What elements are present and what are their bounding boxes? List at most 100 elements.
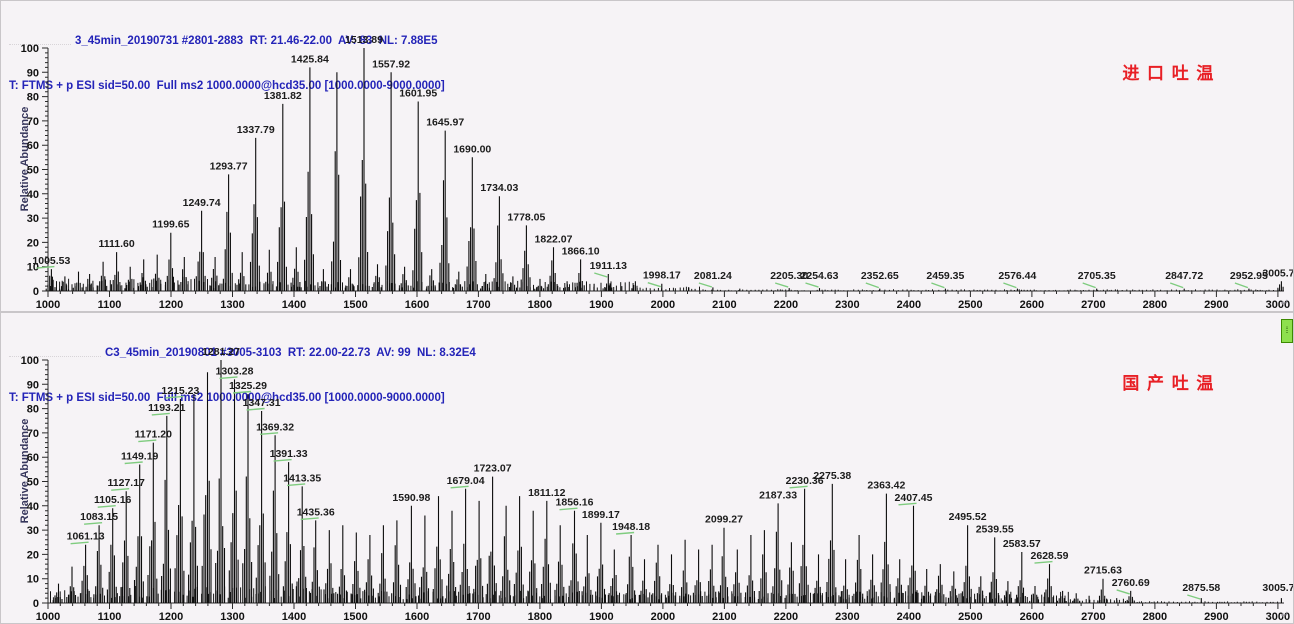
svg-text:2400: 2400 <box>897 299 921 311</box>
svg-text:1100: 1100 <box>98 611 122 623</box>
spectrum-plot-domestic[interactable]: 1000 1100 1200 1300 1400 1500 1600 1700 1800 1900… <box>1 313 1293 623</box>
svg-text:80: 80 <box>27 404 39 416</box>
svg-text:1734.03: 1734.03 <box>480 182 518 194</box>
svg-text:0: 0 <box>33 286 39 298</box>
svg-text:1948.18: 1948.18 <box>612 521 650 533</box>
svg-text:1337.79: 1337.79 <box>237 124 275 136</box>
svg-text:2081.24: 2081.24 <box>694 270 732 282</box>
scan-header-line2: T: FTMS + p ESI sid=50.00 Full ms2 1000.… <box>9 392 445 404</box>
spectrum-panel-imported: 3_45min_20190731 #2801-2883 RT: 21.46-22… <box>0 0 1294 312</box>
svg-text:1600: 1600 <box>405 611 429 623</box>
svg-text:1193.21: 1193.21 <box>148 402 186 414</box>
svg-text:1800: 1800 <box>528 611 552 623</box>
svg-text:2407.45: 2407.45 <box>895 492 933 504</box>
svg-text:1500: 1500 <box>343 611 367 623</box>
svg-text:1900: 1900 <box>589 611 613 623</box>
svg-text:1249.74: 1249.74 <box>183 197 221 209</box>
svg-text:20: 20 <box>27 549 39 561</box>
svg-text:10: 10 <box>27 574 39 586</box>
svg-text:2715.63: 2715.63 <box>1084 565 1122 577</box>
svg-text:2000: 2000 <box>651 299 675 311</box>
svg-text:40: 40 <box>27 501 39 513</box>
svg-text:2459.35: 2459.35 <box>926 270 964 282</box>
svg-text:1900: 1900 <box>589 299 613 311</box>
svg-text:1822.07: 1822.07 <box>535 233 573 245</box>
svg-text:2700: 2700 <box>1081 299 1105 311</box>
svg-text:1105.16: 1105.16 <box>94 494 132 506</box>
svg-text:2952.95: 2952.95 <box>1230 270 1268 282</box>
svg-text:1325.29: 1325.29 <box>229 380 267 392</box>
svg-text:2100: 2100 <box>712 611 736 623</box>
scan-header-line1: 3_45min_20190731 #2801-2883 RT: 21.46-22… <box>9 34 445 49</box>
svg-text:90: 90 <box>27 379 39 391</box>
svg-text:60: 60 <box>27 452 39 464</box>
svg-text:1293.77: 1293.77 <box>210 160 248 172</box>
svg-text:2500: 2500 <box>958 611 982 623</box>
svg-text:2600: 2600 <box>1020 611 1044 623</box>
svg-text:2352.65: 2352.65 <box>861 270 899 282</box>
svg-text:2583.57: 2583.57 <box>1003 538 1041 550</box>
svg-text:2576.44: 2576.44 <box>998 270 1036 282</box>
svg-text:1679.04: 1679.04 <box>447 475 485 487</box>
svg-text:2600: 2600 <box>1020 299 1044 311</box>
svg-text:1800: 1800 <box>528 299 552 311</box>
mass-peaks <box>45 48 1284 291</box>
peak-labels: 1061.13 1083.15 1105.16 1127.17 1149.19 1171.… <box>67 346 1293 594</box>
scan-header: 3_45min_20190731 #2801-2883 RT: 21.46-22… <box>9 4 445 124</box>
svg-text:30: 30 <box>27 213 39 225</box>
svg-text:1400: 1400 <box>282 299 306 311</box>
annotation-imported-tween: 进口吐温 <box>1122 64 1221 83</box>
svg-text:1645.97: 1645.97 <box>426 117 464 129</box>
svg-text:2628.59: 2628.59 <box>1031 550 1069 562</box>
svg-text:2847.72: 2847.72 <box>1165 270 1203 282</box>
spectrum-plot-imported[interactable]: 1000 1100 1200 1300 1400 1500 1600 1700 1800 1900… <box>1 1 1293 311</box>
svg-text:2275.38: 2275.38 <box>813 470 851 482</box>
svg-text:2900: 2900 <box>1204 611 1228 623</box>
svg-text:50: 50 <box>27 165 39 177</box>
label-leader-lines <box>36 265 1249 289</box>
svg-text:1149.19: 1149.19 <box>121 451 159 463</box>
svg-text:1590.98: 1590.98 <box>392 492 430 504</box>
return-mark-icon: ↵ <box>1280 298 1289 309</box>
svg-text:0: 0 <box>33 598 39 610</box>
svg-text:1215.23: 1215.23 <box>161 385 199 397</box>
svg-text:2205.30: 2205.30 <box>770 270 808 282</box>
svg-text:2700: 2700 <box>1081 611 1105 623</box>
svg-text:1000: 1000 <box>36 611 60 623</box>
tick-labels: 1000 1100 1200 1300 1400 1500 1600 1700 1800 1900… <box>21 43 1291 311</box>
tick-labels: 1000 1100 1200 1300 1400 1500 1600 1700 1800 1900… <box>21 355 1291 623</box>
svg-text:2200: 2200 <box>774 299 798 311</box>
svg-text:1303.28: 1303.28 <box>216 365 254 377</box>
svg-text:1723.07: 1723.07 <box>474 463 512 475</box>
svg-text:1347.31: 1347.31 <box>243 397 281 409</box>
svg-text:2187.33: 2187.33 <box>759 489 797 501</box>
scan-header-line2: T: FTMS + p ESI sid=50.00 Full ms2 1000.… <box>9 80 445 92</box>
scan-header: C3_45min_20190801 #3005-3103 RT: 22.00-2… <box>9 316 476 436</box>
svg-text:1778.05: 1778.05 <box>507 211 545 223</box>
svg-text:2099.27: 2099.27 <box>705 514 743 526</box>
svg-text:1600: 1600 <box>405 299 429 311</box>
svg-text:1171.20: 1171.20 <box>135 429 173 441</box>
svg-text:100: 100 <box>21 355 39 367</box>
svg-text:1369.32: 1369.32 <box>256 421 294 433</box>
svg-text:10: 10 <box>27 262 39 274</box>
label-leader-lines <box>70 376 1201 600</box>
scan-header-line1-text: 3_45min_20190731 #2801-2883 RT: 21.46-22… <box>75 35 438 47</box>
return-mark-icon: ↵ <box>1280 610 1289 621</box>
mass-peaks <box>52 360 1282 603</box>
svg-text:1500: 1500 <box>343 299 367 311</box>
svg-text:20: 20 <box>27 237 39 249</box>
svg-text:2500: 2500 <box>958 299 982 311</box>
svg-text:1425.84: 1425.84 <box>291 53 329 65</box>
svg-text:1127.17: 1127.17 <box>108 477 146 489</box>
svg-text:1400: 1400 <box>282 611 306 623</box>
svg-text:1391.33: 1391.33 <box>270 448 308 460</box>
svg-text:3005.70: 3005.70 <box>1262 582 1293 594</box>
svg-text:70: 70 <box>27 116 39 128</box>
svg-text:2363.42: 2363.42 <box>867 480 905 492</box>
svg-text:1601.95: 1601.95 <box>399 88 437 100</box>
svg-text:1005.53: 1005.53 <box>32 255 70 267</box>
svg-text:50: 50 <box>27 477 39 489</box>
svg-text:3000: 3000 <box>1266 299 1290 311</box>
green-selection-handle[interactable]: ⁞ <box>1281 319 1293 343</box>
